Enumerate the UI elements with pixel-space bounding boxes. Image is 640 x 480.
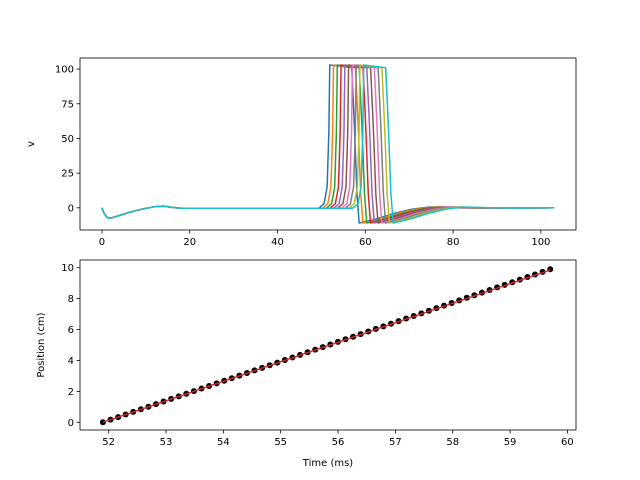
position-x-tick-label: 53	[160, 437, 173, 448]
position-x-tick-label: 56	[332, 437, 345, 448]
position-fit-line	[102, 269, 551, 423]
position-x-tick-label: 57	[389, 437, 402, 448]
voltage-y-tick-label: 75	[61, 99, 74, 110]
voltage-panel: 0 20 40 60 80 100 0 25 50 75 100 v	[26, 57, 577, 248]
voltage-axes-frame	[79, 57, 577, 231]
position-y-axis-label: Position (cm)	[36, 312, 47, 377]
voltage-x-tick-label: 100	[531, 237, 550, 248]
position-panel: 52 53 54 55 56 57 58 59 60 0 2 4 6 8 10 Time (ms) Pos…	[36, 259, 577, 469]
voltage-x-ticks: 0 20 40 60 80 100	[99, 230, 550, 248]
position-y-tick-label: 10	[61, 263, 74, 274]
voltage-y-tick-label: 50	[61, 134, 74, 145]
position-x-tick-label: 55	[274, 437, 287, 448]
voltage-x-tick-label: 20	[183, 237, 196, 248]
position-fit-group	[102, 269, 551, 423]
position-x-tick-label: 52	[102, 437, 115, 448]
position-x-tick-label: 60	[561, 437, 574, 448]
position-y-tick-label: 0	[68, 418, 74, 429]
voltage-trace-9	[101, 64, 555, 224]
position-y-ticks: 0 2 4 6 8 10	[61, 263, 80, 429]
voltage-y-axis-label: v	[26, 141, 37, 147]
position-y-tick-label: 2	[68, 387, 74, 398]
voltage-y-ticks: 0 25 50 75 100	[55, 65, 80, 214]
voltage-y-tick-label: 100	[55, 65, 74, 76]
position-axes-frame	[79, 259, 577, 431]
voltage-y-tick-label: 25	[61, 169, 74, 180]
position-x-tick-label: 59	[504, 437, 517, 448]
position-y-tick-label: 8	[68, 294, 74, 305]
voltage-x-tick-label: 60	[359, 237, 372, 248]
voltage-series-group	[101, 64, 555, 224]
position-x-ticks: 52 53 54 55 56 57 58 59 60	[102, 430, 574, 448]
voltage-x-tick-label: 40	[271, 237, 284, 248]
position-y-tick-label: 4	[68, 356, 74, 367]
position-x-axis-label: Time (ms)	[302, 458, 354, 469]
voltage-y-tick-label: 0	[68, 203, 74, 214]
voltage-x-tick-label: 0	[99, 237, 105, 248]
position-x-tick-label: 58	[446, 437, 459, 448]
voltage-x-tick-label: 80	[447, 237, 460, 248]
position-y-tick-label: 6	[68, 325, 74, 336]
position-x-tick-label: 54	[217, 437, 230, 448]
